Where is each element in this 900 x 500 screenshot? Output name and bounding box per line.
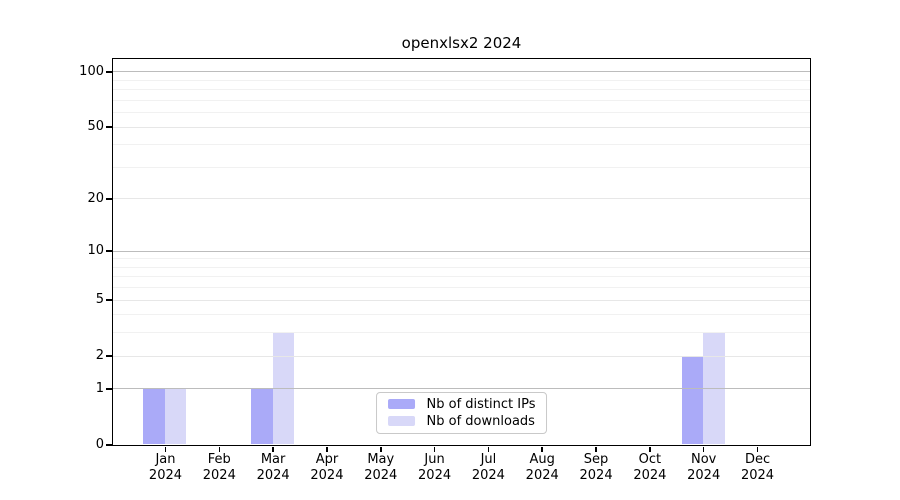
x-tick-label-mar: Mar 2024 (241, 452, 305, 484)
year-label: 2024 (364, 468, 398, 483)
x-tick-label-may: May 2024 (349, 452, 413, 484)
x-tick-label-nov: Nov 2024 (672, 452, 736, 484)
month-label: Jan (155, 452, 176, 467)
year-label: 2024 (525, 468, 559, 483)
gridline-4 (112, 314, 810, 316)
legend-label: Nb of downloads (426, 413, 535, 429)
x-tick-mark (218, 446, 221, 452)
chart-title: openxlsx2 2024 (401, 34, 522, 52)
year-label: 2024 (418, 468, 452, 483)
month-label: Nov (691, 452, 717, 467)
y-tick-mark (106, 250, 112, 252)
gridline-80 (112, 89, 810, 91)
y-tick-mark (106, 198, 112, 200)
y-tick-label-0: 0 (95, 437, 104, 452)
gridline-70 (112, 99, 810, 101)
month-label: Feb (207, 452, 231, 467)
y-tick-label-2: 2 (95, 348, 104, 364)
x-tick-label-aug: Aug 2024 (510, 452, 574, 484)
gridline-1 (112, 388, 810, 390)
gridline-5 (112, 299, 810, 301)
x-tick-mark (326, 446, 328, 452)
x-tick-mark (433, 446, 436, 452)
x-tick-label-oct: Oct 2024 (618, 452, 682, 484)
y-tick-label-20: 20 (87, 190, 104, 206)
y-tick-mark (106, 355, 112, 357)
gridline-9 (112, 258, 810, 260)
legend-swatch-downloads (387, 415, 415, 427)
x-tick-label-apr: Apr 2024 (295, 452, 359, 484)
gridline-30 (112, 166, 810, 168)
bar-downloads-jan (164, 388, 187, 445)
y-tick-mark (106, 126, 112, 128)
x-tick-mark (272, 446, 274, 452)
gridline-90 (112, 79, 810, 81)
year-label: 2024 (256, 468, 290, 483)
x-tick-mark (380, 446, 382, 452)
month-label: May (367, 452, 395, 467)
x-tick-mark (649, 446, 651, 452)
y-tick-label-5: 5 (95, 292, 104, 308)
month-label: Apr (315, 452, 339, 467)
gridline-50 (112, 126, 810, 128)
x-tick-label-feb: Feb 2024 (187, 452, 251, 484)
bar-distinct-ips-nov (681, 355, 704, 445)
y-tick-mark (106, 71, 112, 73)
y-tick-label-50: 50 (87, 119, 104, 135)
x-tick-label-jul: Jul 2024 (456, 452, 520, 484)
gridline-40 (112, 144, 810, 146)
x-tick-label-sep: Sep 2024 (564, 452, 628, 484)
gridline-8 (112, 266, 810, 268)
x-tick-mark (541, 446, 543, 452)
gridline-6 (112, 287, 810, 289)
gridline-7 (112, 276, 810, 278)
year-label: 2024 (202, 468, 236, 483)
year-label: 2024 (148, 468, 183, 483)
plot-area (111, 57, 811, 446)
x-tick-mark (164, 446, 167, 452)
bar-distinct-ips-mar (251, 388, 273, 445)
y-tick-label-1: 1 (95, 380, 104, 396)
legend-item: Nb of distinct IPs (387, 396, 536, 412)
month-label: Sep (583, 452, 609, 467)
y-tick-label-100: 100 (79, 63, 104, 79)
gridline-100 (112, 71, 810, 73)
month-label: Dec (744, 452, 771, 467)
gridline-20 (112, 198, 810, 200)
gridline-60 (112, 112, 810, 114)
year-label: 2024 (471, 468, 505, 483)
bar-distinct-ips-jan (143, 388, 165, 445)
year-label: 2024 (633, 468, 667, 483)
year-label: 2024 (687, 468, 721, 483)
y-tick-mark (106, 444, 112, 446)
year-label: 2024 (740, 468, 775, 483)
gridline-2 (112, 355, 810, 357)
month-label: Mar (260, 452, 286, 467)
y-tick-mark (106, 299, 112, 301)
legend-item: Nb of downloads (387, 413, 536, 429)
x-tick-mark (702, 446, 705, 452)
x-tick-label-dec: Dec 2024 (726, 452, 790, 484)
month-label: Jul (480, 452, 497, 467)
legend-swatch-distinct-ips (387, 398, 415, 410)
x-tick-mark (487, 446, 490, 452)
month-label: Oct (638, 452, 662, 467)
y-tick-mark (106, 388, 112, 390)
gridline-10 (112, 250, 810, 252)
y-tick-label-10: 10 (87, 243, 104, 259)
x-tick-mark (756, 446, 759, 452)
x-tick-label-jan: Jan 2024 (133, 452, 197, 484)
legend-label: Nb of distinct IPs (426, 396, 536, 412)
x-tick-label-jun: Jun 2024 (403, 452, 467, 484)
year-label: 2024 (579, 468, 613, 483)
legend: Nb of distinct IPs Nb of downloads (375, 391, 548, 434)
x-tick-mark (595, 446, 597, 452)
month-label: Aug (529, 452, 555, 467)
gridline-3 (112, 332, 810, 334)
year-label: 2024 (310, 468, 344, 483)
month-label: Jun (424, 452, 445, 467)
